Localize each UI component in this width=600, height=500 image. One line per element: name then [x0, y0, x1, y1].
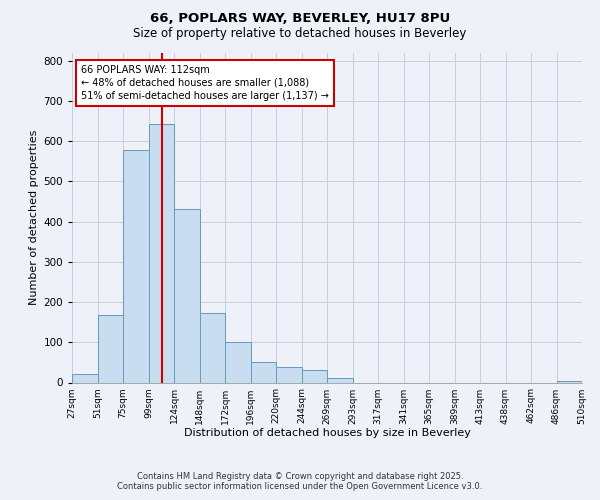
Bar — [123, 150, 149, 382]
Y-axis label: Number of detached properties: Number of detached properties — [29, 130, 39, 305]
Bar — [251, 362, 276, 382]
Text: 66, POPLARS WAY, BEVERLEY, HU17 8PU: 66, POPLARS WAY, BEVERLEY, HU17 8PU — [150, 12, 450, 26]
Bar — [72, 374, 97, 382]
Bar — [199, 314, 225, 382]
X-axis label: Distribution of detached houses by size in Beverley: Distribution of detached houses by size … — [184, 428, 470, 438]
Bar — [149, 124, 174, 382]
Text: Contains public sector information licensed under the Open Government Licence v3: Contains public sector information licen… — [118, 482, 482, 491]
Bar — [174, 208, 199, 382]
Text: Contains HM Land Registry data © Crown copyright and database right 2025.: Contains HM Land Registry data © Crown c… — [137, 472, 463, 481]
Bar — [225, 342, 251, 382]
Bar — [327, 378, 353, 382]
Bar — [276, 367, 302, 382]
Text: Size of property relative to detached houses in Beverley: Size of property relative to detached ho… — [133, 28, 467, 40]
Text: 66 POPLARS WAY: 112sqm
← 48% of detached houses are smaller (1,088)
51% of semi-: 66 POPLARS WAY: 112sqm ← 48% of detached… — [81, 64, 329, 101]
Bar — [97, 315, 123, 382]
Bar — [302, 370, 327, 382]
